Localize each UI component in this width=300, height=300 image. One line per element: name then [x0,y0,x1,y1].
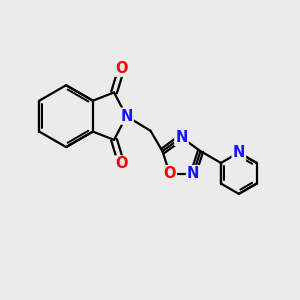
Text: N: N [187,166,200,181]
Text: N: N [175,130,188,145]
Text: N: N [232,145,245,160]
Text: O: O [164,166,176,181]
Text: N: N [120,109,133,124]
Text: O: O [115,61,128,76]
Text: O: O [115,157,128,172]
